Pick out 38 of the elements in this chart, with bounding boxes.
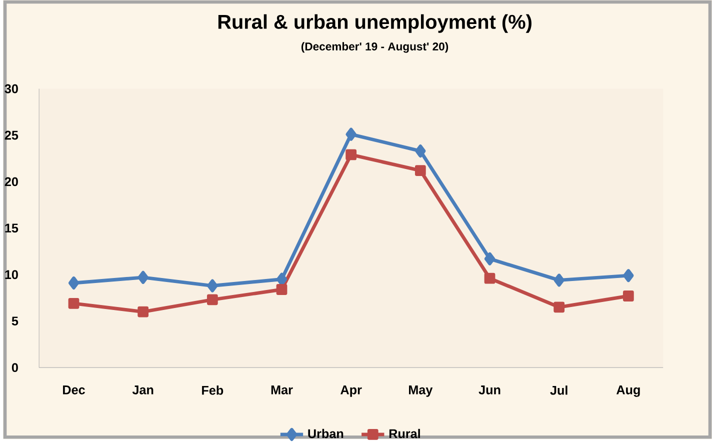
point [276, 272, 288, 286]
y-tick-label: 5 [12, 316, 18, 326]
y-tick-label: 0 [12, 362, 18, 372]
legend-label: Rural [389, 428, 420, 438]
point [484, 252, 496, 266]
y-tick-label: 20 [4, 177, 18, 186]
x-tick-label: May [409, 385, 433, 397]
point [346, 128, 356, 141]
chart-title: Rural & urban unemployment (%) [218, 14, 532, 33]
y-tick-label: 30 [4, 84, 18, 94]
y-tick-label: 25 [4, 130, 18, 140]
point [484, 272, 496, 284]
x-tick-label: Jan [132, 385, 154, 394]
point [207, 279, 218, 292]
point [276, 284, 288, 295]
x-tick-label: Feb [202, 385, 224, 395]
point [206, 294, 218, 305]
point [622, 290, 634, 302]
y-tick-label: 15 [5, 224, 18, 232]
point [415, 144, 426, 158]
chart-subtitle: (December' 19 - August' 20) [301, 42, 448, 53]
x-tick-label: Jul [550, 385, 568, 395]
point [346, 149, 357, 160]
point [138, 270, 148, 284]
point [554, 302, 565, 312]
point [554, 274, 564, 287]
x-tick-label: Mar [271, 385, 293, 394]
point [68, 276, 80, 290]
y-tick-label: 10 [5, 270, 18, 279]
x-tick-label: Apr [340, 385, 362, 397]
point [138, 306, 149, 318]
point [623, 268, 634, 282]
x-tick-label: Aug [616, 385, 640, 397]
x-tick-label: Jun [478, 385, 500, 394]
point [68, 298, 80, 309]
legend-label: Urban [308, 428, 344, 438]
point [414, 164, 426, 176]
x-tick-label: Dec [63, 385, 85, 394]
